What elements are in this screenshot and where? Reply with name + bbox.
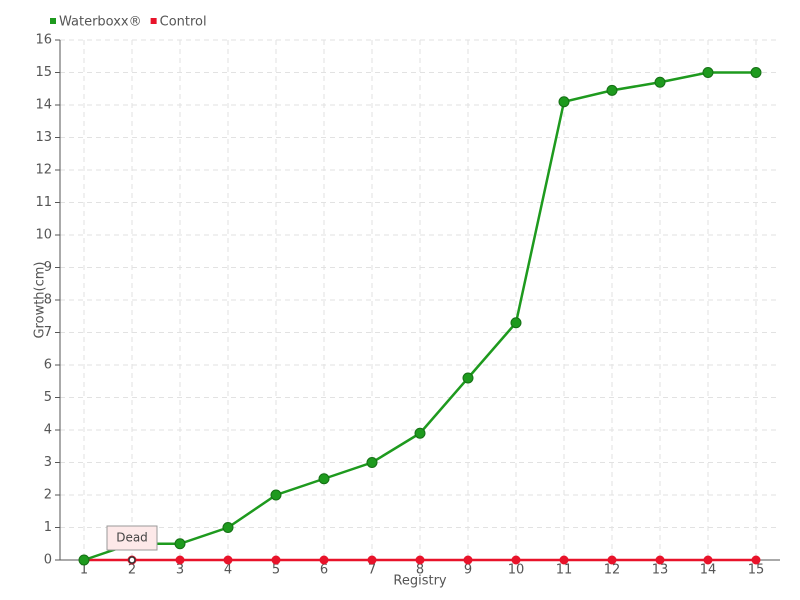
data-point [175, 555, 185, 565]
annotation-box [106, 525, 158, 551]
x-tick-label: 15 [748, 563, 765, 578]
data-point [414, 427, 426, 439]
annotation-text: Dead [116, 531, 148, 545]
legend-swatch [150, 18, 157, 24]
y-tick-label: 6 [44, 358, 52, 373]
data-point [271, 555, 281, 565]
x-tick-label: 4 [224, 563, 232, 578]
data-point [750, 67, 762, 78]
data-point [510, 317, 522, 329]
y-tick-label: 5 [44, 390, 52, 405]
dead-marker [128, 556, 136, 564]
x-tick-label: 1 [80, 563, 88, 578]
data-point [462, 372, 474, 384]
y-tick-label: 16 [35, 33, 52, 48]
y-tick-label: 10 [35, 228, 52, 243]
x-tick-label: 5 [272, 563, 280, 578]
data-point [319, 555, 329, 565]
data-point [222, 522, 234, 533]
y-tick-label: 2 [44, 488, 52, 503]
data-point [367, 555, 377, 565]
data-point [607, 555, 617, 565]
data-point [511, 555, 521, 565]
x-tick-label: 8 [416, 563, 424, 578]
y-tick-label: 14 [35, 98, 52, 113]
series-line [83, 71, 756, 562]
x-tick-label: 10 [508, 563, 525, 578]
x-tick-label: 2 [128, 563, 136, 578]
y-tick-label: 12 [35, 163, 52, 178]
data-point [654, 76, 666, 88]
legend-swatch [50, 18, 56, 24]
x-tick-label: 12 [604, 563, 621, 578]
data-point [463, 555, 473, 565]
x-tick-label: 11 [556, 563, 573, 578]
x-tick-label: 9 [464, 563, 472, 578]
x-axis-title: Registry [393, 574, 447, 589]
legend-label: Control [160, 15, 207, 30]
data-point [78, 554, 90, 566]
y-tick-label: 3 [44, 455, 52, 470]
y-tick-label: 9 [44, 260, 52, 275]
y-tick-label: 7 [44, 325, 52, 340]
data-point [223, 555, 233, 565]
data-point [318, 473, 330, 485]
y-tick-label: 1 [44, 520, 52, 535]
y-tick-label: 8 [44, 293, 52, 308]
data-point [559, 555, 569, 565]
legend-label: Waterboxx® [59, 15, 142, 30]
y-axis-title: Growth(cm) [33, 261, 48, 338]
data-point [558, 96, 570, 108]
y-tick-label: 15 [35, 65, 52, 80]
x-tick-label: 13 [652, 563, 669, 578]
x-tick-label: 7 [368, 563, 376, 578]
y-tick-label: 4 [44, 423, 52, 438]
y-tick-label: 13 [35, 130, 52, 145]
y-tick-label: 11 [35, 195, 52, 210]
data-point [655, 555, 665, 565]
data-point [703, 555, 713, 565]
x-tick-label: 3 [176, 563, 184, 578]
data-point [751, 555, 761, 565]
data-point [606, 84, 618, 96]
y-tick-label: 0 [44, 553, 52, 568]
data-point [174, 538, 186, 550]
x-tick-label: 6 [320, 563, 328, 578]
data-point [366, 457, 378, 468]
data-point [702, 67, 714, 78]
x-tick-label: 14 [700, 563, 717, 578]
data-point [415, 555, 425, 565]
data-point [270, 489, 282, 501]
